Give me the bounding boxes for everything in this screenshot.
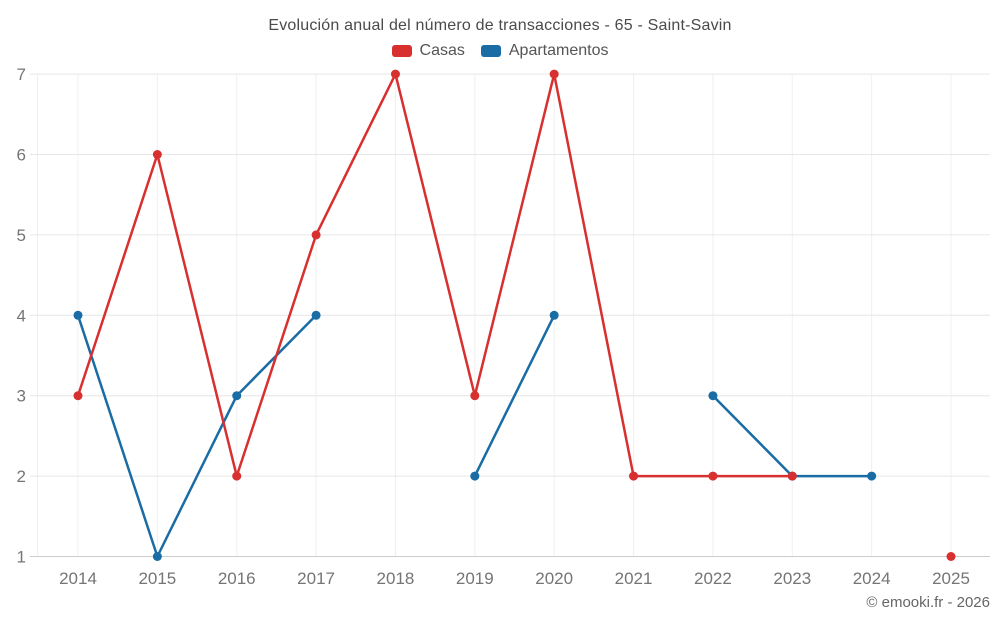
data-point-casas-2023[interactable] [787,471,797,481]
legend-item-apartamentos[interactable]: Apartamentos [480,42,609,60]
x-axis-tick-label: 2015 [138,569,176,588]
x-axis-tick-label: 2020 [535,569,573,588]
x-axis-tick-label: 2021 [615,569,653,588]
x-axis-tick-label: 2016 [218,569,256,588]
series-line-apartamentos [76,314,318,558]
data-point-apartamentos-2014[interactable] [73,310,83,320]
data-point-apartamentos-2024[interactable] [867,471,877,481]
data-point-apartamentos-2019[interactable] [470,471,480,481]
data-point-casas-2021[interactable] [629,471,639,481]
data-point-casas-2022[interactable] [708,471,718,481]
legend: Casas Apartamentos [0,42,1000,60]
data-point-casas-2019[interactable] [470,391,480,401]
y-axis-tick-label: 7 [17,65,26,84]
data-point-casas-2020[interactable] [549,69,559,79]
chart-title: Evolución anual del número de transaccio… [268,17,732,34]
y-axis-tick-label: 2 [17,467,26,486]
y-axis-tick-label: 6 [17,145,26,164]
x-axis-tick-label: 2019 [456,569,494,588]
data-point-apartamentos-2020[interactable] [549,310,559,320]
series-line-apartamentos [473,314,556,478]
data-point-casas-2017[interactable] [311,230,321,240]
data-point-apartamentos-2022[interactable] [708,391,718,401]
apartamentos-swatch-icon [480,45,501,57]
legend-item-casas[interactable]: Casas [391,42,465,60]
legend-label-casas: Casas [419,42,465,59]
series-line-casas [76,72,794,478]
x-axis-tick-label: 2018 [377,569,415,588]
data-point-casas-2014[interactable] [73,391,83,401]
x-axis-tick-label: 2017 [297,569,335,588]
data-point-apartamentos-2015[interactable] [152,552,162,561]
data-point-casas-2015[interactable] [152,150,162,159]
data-point-casas-2016[interactable] [232,471,242,481]
data-point-apartamentos-2016[interactable] [232,391,242,401]
legend-label-apartamentos: Apartamentos [508,42,609,59]
y-axis-tick-label: 4 [17,306,26,325]
x-axis-tick-label: 2014 [59,569,97,588]
data-point-casas-2025[interactable] [946,552,956,561]
footer-credit: © emooki.fr - 2026 [866,594,990,611]
x-axis-tick-label: 2024 [853,569,891,588]
data-point-casas-2018[interactable] [390,69,400,79]
y-axis-tick-label: 5 [17,226,26,245]
x-axis-tick-label: 2023 [773,569,811,588]
x-axis-tick-label: 2022 [694,569,732,588]
data-point-apartamentos-2017[interactable] [311,310,321,320]
y-axis-tick-label: 3 [17,387,26,406]
casas-swatch-icon [391,45,412,57]
y-axis-tick-label: 1 [17,547,26,566]
x-axis-tick-label: 2025 [932,569,970,588]
